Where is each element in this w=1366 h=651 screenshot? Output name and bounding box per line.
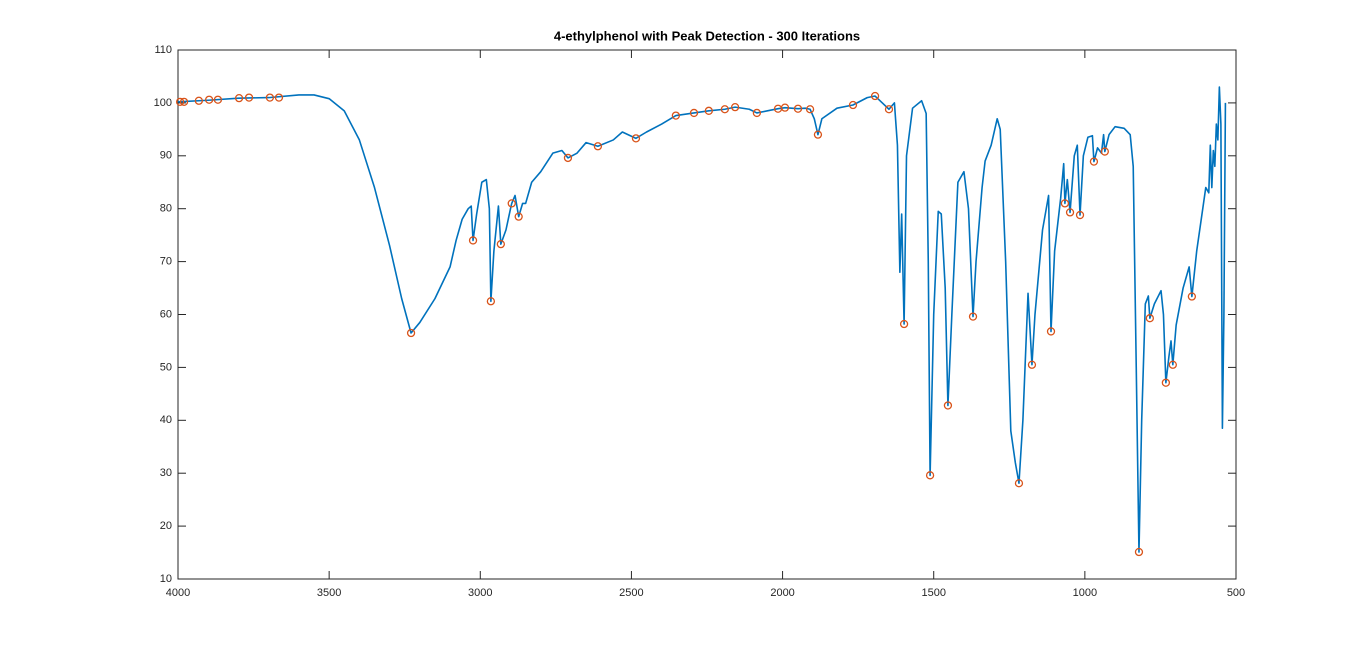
peak-marker — [805, 105, 815, 114]
y-tick-label: 60 — [160, 308, 172, 320]
peak-marker — [752, 108, 762, 118]
peak-marker — [194, 96, 204, 105]
peak-marker — [1187, 292, 1197, 301]
x-tick-label: 500 — [1227, 587, 1245, 599]
y-tick-label: 100 — [154, 97, 172, 109]
peak-marker — [1060, 199, 1070, 208]
peak-marker — [1014, 479, 1024, 488]
chart-title: 4-ethylphenol with Peak Detection - 300 … — [554, 28, 860, 43]
x-tick-label: 3000 — [468, 587, 492, 599]
x-tick-label: 2500 — [619, 587, 643, 599]
peak-marker — [406, 328, 416, 338]
y-tick-label: 90 — [160, 150, 172, 162]
peak-marker — [213, 95, 223, 104]
peak-marker — [507, 199, 516, 208]
x-tick-label: 1500 — [921, 587, 945, 599]
peak-marker — [468, 236, 478, 245]
peak-marker — [884, 105, 894, 114]
x-tick-label: 1000 — [1073, 587, 1097, 599]
peak-marker — [848, 100, 858, 110]
peak-marker — [179, 97, 189, 106]
peak-marker — [943, 401, 953, 410]
peak-marker — [244, 93, 254, 102]
peak-marker — [204, 95, 214, 104]
peak-marker — [730, 102, 740, 112]
peak-marker — [1134, 547, 1144, 557]
peak-marker — [1161, 378, 1171, 387]
x-tick-label: 3500 — [317, 587, 341, 599]
peak-marker — [1168, 360, 1177, 369]
peak-marker — [1145, 314, 1154, 323]
peak-marker — [899, 319, 909, 329]
peak-marker — [704, 106, 713, 115]
peak-marker — [870, 91, 880, 101]
y-tick-label: 20 — [160, 520, 172, 532]
peak-marker — [1065, 208, 1075, 217]
plot-box — [177, 49, 1237, 580]
peak-marker — [1075, 210, 1085, 220]
y-tick-label: 40 — [160, 414, 172, 426]
peak-marker — [925, 471, 935, 480]
peak-marker — [514, 212, 523, 221]
spectrum-line — [177, 86, 1227, 553]
peak-marker — [631, 134, 641, 143]
peak-marker — [720, 105, 729, 114]
peak-marker — [1089, 157, 1099, 166]
peak-marker — [274, 93, 284, 102]
x-tick-label: 2000 — [770, 587, 794, 599]
peak-marker — [1046, 327, 1056, 336]
y-tick-label: 30 — [160, 467, 172, 479]
y-tick-label: 50 — [160, 361, 172, 373]
peak-marker — [1027, 360, 1037, 369]
peak-marker — [593, 142, 603, 151]
x-tick-label: 4000 — [166, 587, 190, 599]
peak-marker — [1100, 147, 1109, 156]
peak-marker — [793, 104, 803, 113]
y-tick-label: 80 — [160, 203, 172, 215]
y-tick-label: 10 — [160, 573, 172, 585]
peak-marker — [563, 153, 573, 163]
peak-marker — [813, 130, 823, 139]
peak-marker — [671, 111, 681, 120]
peak-marker — [689, 108, 699, 118]
y-tick-label: 110 — [154, 44, 172, 56]
peak-marker — [265, 93, 275, 102]
peak-marker — [175, 97, 185, 106]
peak-marker — [780, 103, 790, 112]
peak-marker — [968, 312, 978, 321]
peak-marker — [496, 239, 505, 249]
y-tick-label: 70 — [160, 256, 172, 268]
peak-marker — [486, 297, 496, 306]
peak-marker — [234, 93, 244, 103]
